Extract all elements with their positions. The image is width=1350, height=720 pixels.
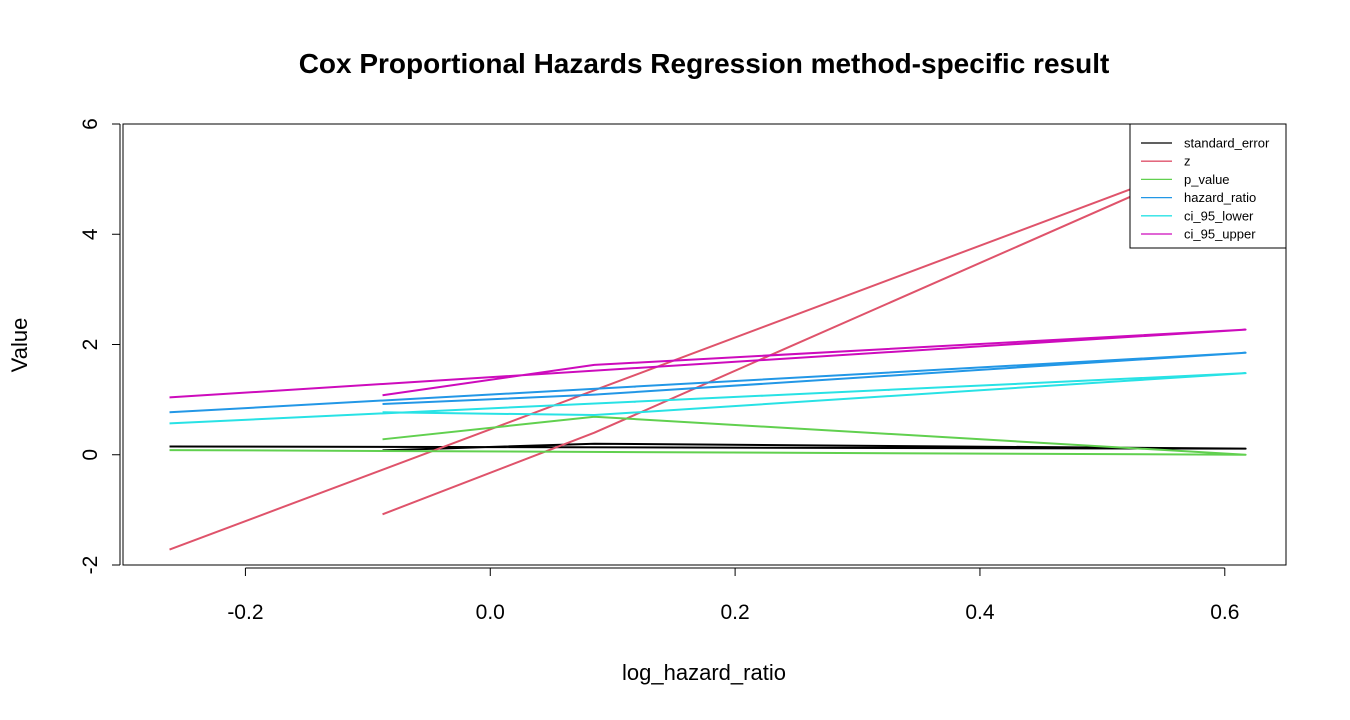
x-tick-label: 0.4 <box>965 601 995 624</box>
y-tick-label: 4 <box>79 228 102 240</box>
y-tick-label: 2 <box>79 339 102 351</box>
y-tick-label: 0 <box>79 449 102 461</box>
legend-label-z: z <box>1184 154 1191 169</box>
legend-label-p-value: p_value <box>1184 172 1230 187</box>
series-line-hazard-ratio <box>169 351 1247 414</box>
y-tick-label: 6 <box>79 118 102 130</box>
chart-title: Cox Proportional Hazards Regression meth… <box>299 48 1110 79</box>
series-line-z <box>169 145 1247 551</box>
x-axis-label: log_hazard_ratio <box>622 660 786 685</box>
legend-label-ci-95-upper: ci_95_upper <box>1184 227 1256 242</box>
series-line-ci-95-lower <box>169 372 1247 425</box>
series-line-ci-95-upper <box>169 328 1247 399</box>
series-line-standard-error <box>169 442 1247 452</box>
series-line-p-value <box>169 415 1247 456</box>
x-tick-label: 0.6 <box>1210 601 1239 624</box>
legend-label-hazard-ratio: hazard_ratio <box>1184 190 1256 205</box>
legend-label-ci-95-lower: ci_95_lower <box>1184 208 1254 223</box>
legend-box <box>1129 123 1287 249</box>
series-layer <box>169 145 1247 551</box>
y-axis-label: Value <box>7 318 32 373</box>
x-axis: -0.2 0.0 0.2 0.4 0.6 <box>227 567 1239 624</box>
y-tick-label: -2 <box>79 556 102 575</box>
x-tick-label: 0.0 <box>476 601 505 624</box>
plot-frame <box>122 123 1287 566</box>
y-axis: -2 0 2 4 6 <box>79 118 121 575</box>
x-tick-label: 0.2 <box>721 601 750 624</box>
legend-label-standard-error: standard_error <box>1184 136 1270 151</box>
x-tick-label: -0.2 <box>227 601 263 624</box>
